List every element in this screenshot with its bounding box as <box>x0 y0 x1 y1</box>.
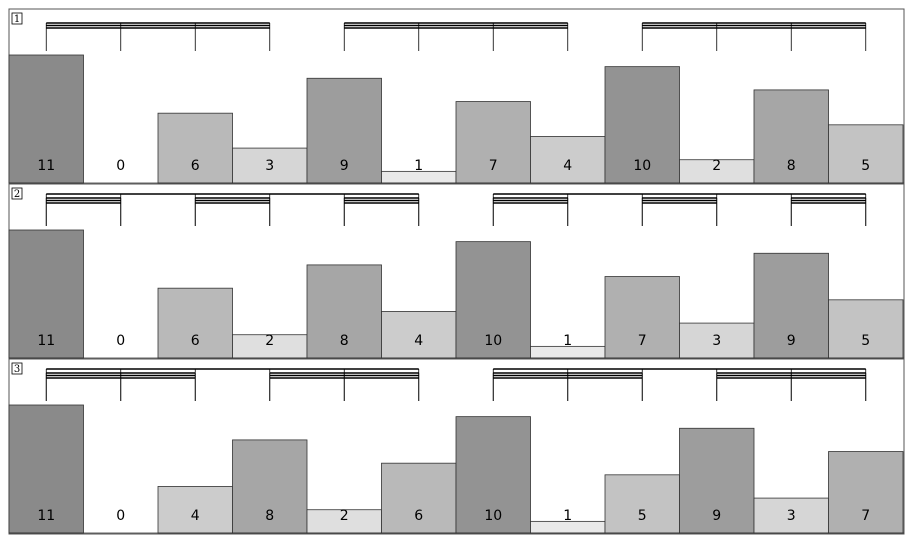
bar-value-label: 3 <box>712 333 721 349</box>
bar-value-label: 7 <box>861 508 870 524</box>
bar <box>604 66 680 184</box>
panel-number-box <box>11 12 23 25</box>
bar-value-label: 9 <box>340 158 349 174</box>
bar-value-label: 8 <box>340 333 349 349</box>
bar-value-label: 5 <box>861 158 870 174</box>
bar-value-label: 6 <box>414 508 423 524</box>
bar <box>157 486 233 534</box>
bar-value-label: 5 <box>861 333 870 349</box>
bar-value-label: 1 <box>563 333 572 349</box>
bar-value-label: 7 <box>489 158 498 174</box>
bar <box>828 299 904 359</box>
bar <box>232 147 308 184</box>
panel-number-box <box>11 362 23 375</box>
panel-number-box <box>11 187 23 200</box>
panel-2: 2 11 0 6 2 8 4 10 1 7 3 9 5 <box>8 183 904 359</box>
bar-value-label: 9 <box>787 333 796 349</box>
bar-value-label: 10 <box>484 333 502 349</box>
bar-value-label: 7 <box>638 333 647 349</box>
bar <box>8 54 84 184</box>
bar-value-label: 8 <box>265 508 274 524</box>
bar-value-label: 9 <box>712 508 721 524</box>
bar <box>679 427 755 534</box>
bar <box>530 136 606 184</box>
bar <box>604 474 680 534</box>
bar <box>455 416 531 534</box>
bar <box>381 311 457 359</box>
bar <box>157 112 233 184</box>
bar-value-label: 4 <box>414 333 423 349</box>
bar-value-label: 11 <box>37 508 55 524</box>
bar <box>306 264 382 359</box>
bar-value-label: 3 <box>265 158 274 174</box>
bar-value-label: 3 <box>787 508 796 524</box>
bar <box>753 252 829 359</box>
bar-value-label: 10 <box>484 508 502 524</box>
bar-value-label: 11 <box>37 333 55 349</box>
panel-number: 3 <box>14 364 20 375</box>
bar-value-label: 1 <box>414 158 423 174</box>
bar-value-label: 0 <box>116 158 125 174</box>
bar <box>604 276 680 359</box>
bar-value-label: 5 <box>638 508 647 524</box>
bar-value-label: 4 <box>191 508 200 524</box>
bar <box>828 124 904 184</box>
bar <box>306 77 382 184</box>
panel-number: 1 <box>14 14 20 25</box>
bar-value-label: 1 <box>563 508 572 524</box>
bar-value-label: 11 <box>37 158 55 174</box>
bar <box>8 229 84 359</box>
bar-value-label: 8 <box>787 158 796 174</box>
bar <box>753 89 829 184</box>
bar <box>455 241 531 359</box>
bar <box>828 451 904 534</box>
panel-number: 2 <box>14 189 20 200</box>
panel-1: 111 0 6 3 9 1 7 4 10 2 8 5 <box>8 12 904 184</box>
panel-3: 311 0 4 8 2 6 10 1 5 9 3 7 <box>8 358 904 534</box>
bar-value-label: 2 <box>340 508 349 524</box>
bar-value-label: 2 <box>712 158 721 174</box>
bar <box>8 404 84 534</box>
bar-value-label: 6 <box>191 333 200 349</box>
bar-value-label: 0 <box>116 508 125 524</box>
bar <box>753 497 829 534</box>
bar-value-label: 10 <box>633 158 651 174</box>
bar-value-label: 0 <box>116 333 125 349</box>
bar-value-label: 4 <box>563 158 572 174</box>
bar <box>455 101 531 184</box>
bar <box>381 462 457 534</box>
bar-value-label: 6 <box>191 158 200 174</box>
bar-value-label: 2 <box>265 333 274 349</box>
